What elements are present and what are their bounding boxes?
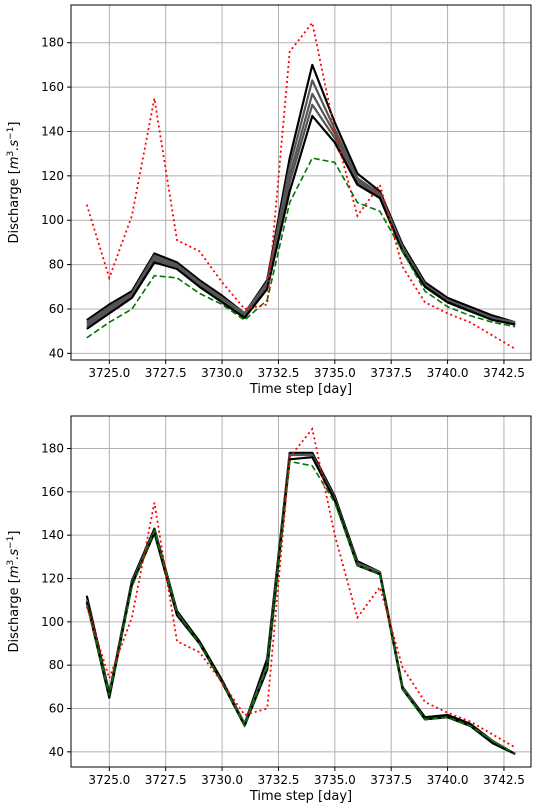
ensemble-member-line (86, 63, 516, 324)
ensemble-member-line (86, 79, 516, 324)
y-tick-label: 40 (49, 745, 64, 759)
x-tick-label: 3737.5 (370, 366, 412, 380)
observed-line (85, 426, 516, 749)
y-tick-label: 60 (49, 302, 64, 316)
observed-line (85, 20, 516, 350)
y-tick-label: 80 (49, 258, 64, 272)
x-tick-label: 3730.0 (201, 366, 243, 380)
y-tick-label: 140 (41, 528, 64, 542)
lower-bound-line (86, 157, 516, 339)
y-tick-label: 40 (49, 346, 64, 360)
y-axis-label: Discharge [m3.s−1] (6, 531, 22, 653)
top-chart-panel: 3725.0 3727.5 3730.0 3732.5 3735.0 3737.5 3740… (6, 4, 532, 397)
axes-frame (70, 415, 532, 768)
x-tick-label: 3735.0 (314, 773, 356, 787)
x-tick-label: 3730.0 (201, 773, 243, 787)
bottom-chart-panel: 3725.0 3727.5 3730.0 3732.5 3735.0 3737.5 3740… (6, 415, 532, 804)
y-tick-label: 180 (41, 36, 64, 50)
y-axis-label: Discharge [m3.s−1] (6, 122, 22, 244)
y-tick-label: 120 (41, 169, 64, 183)
axes-frame (70, 4, 532, 361)
ensemble-member-line (86, 114, 516, 330)
x-tick-label: 3737.5 (370, 773, 412, 787)
y-tick-label: 160 (41, 80, 64, 94)
x-tick-label: 3727.5 (145, 366, 187, 380)
y-tick-label: 80 (49, 658, 64, 672)
ensemble-member-line (85, 453, 516, 755)
x-tick-label: 3735.0 (314, 366, 356, 380)
x-tick-label: 3742.5 (483, 773, 525, 787)
lower-bound-line (86, 460, 516, 755)
y-tick-label: 120 (41, 572, 64, 586)
y-tick-label: 60 (49, 702, 64, 716)
x-tick-label: 3740.0 (427, 773, 469, 787)
y-tick-label: 160 (41, 485, 64, 499)
ensemble-member-line (86, 92, 516, 326)
x-tick-label: 3742.5 (483, 366, 525, 380)
y-tick-label: 140 (41, 124, 64, 138)
ensemble-member-line (85, 456, 516, 755)
y-tick-label: 180 (41, 442, 64, 456)
y-tick-label: 100 (41, 615, 64, 629)
x-axis-label: Time step [day] (249, 789, 352, 804)
x-tick-label: 3725.0 (88, 773, 130, 787)
x-tick-label: 3732.5 (257, 366, 299, 380)
x-tick-label: 3727.5 (145, 773, 187, 787)
x-tick-label: 3725.0 (88, 366, 130, 380)
y-tick-label: 100 (41, 213, 64, 227)
x-tick-label: 3732.5 (257, 773, 299, 787)
x-axis-label: Time step [day] (249, 382, 352, 397)
x-tick-label: 3740.0 (427, 366, 469, 380)
